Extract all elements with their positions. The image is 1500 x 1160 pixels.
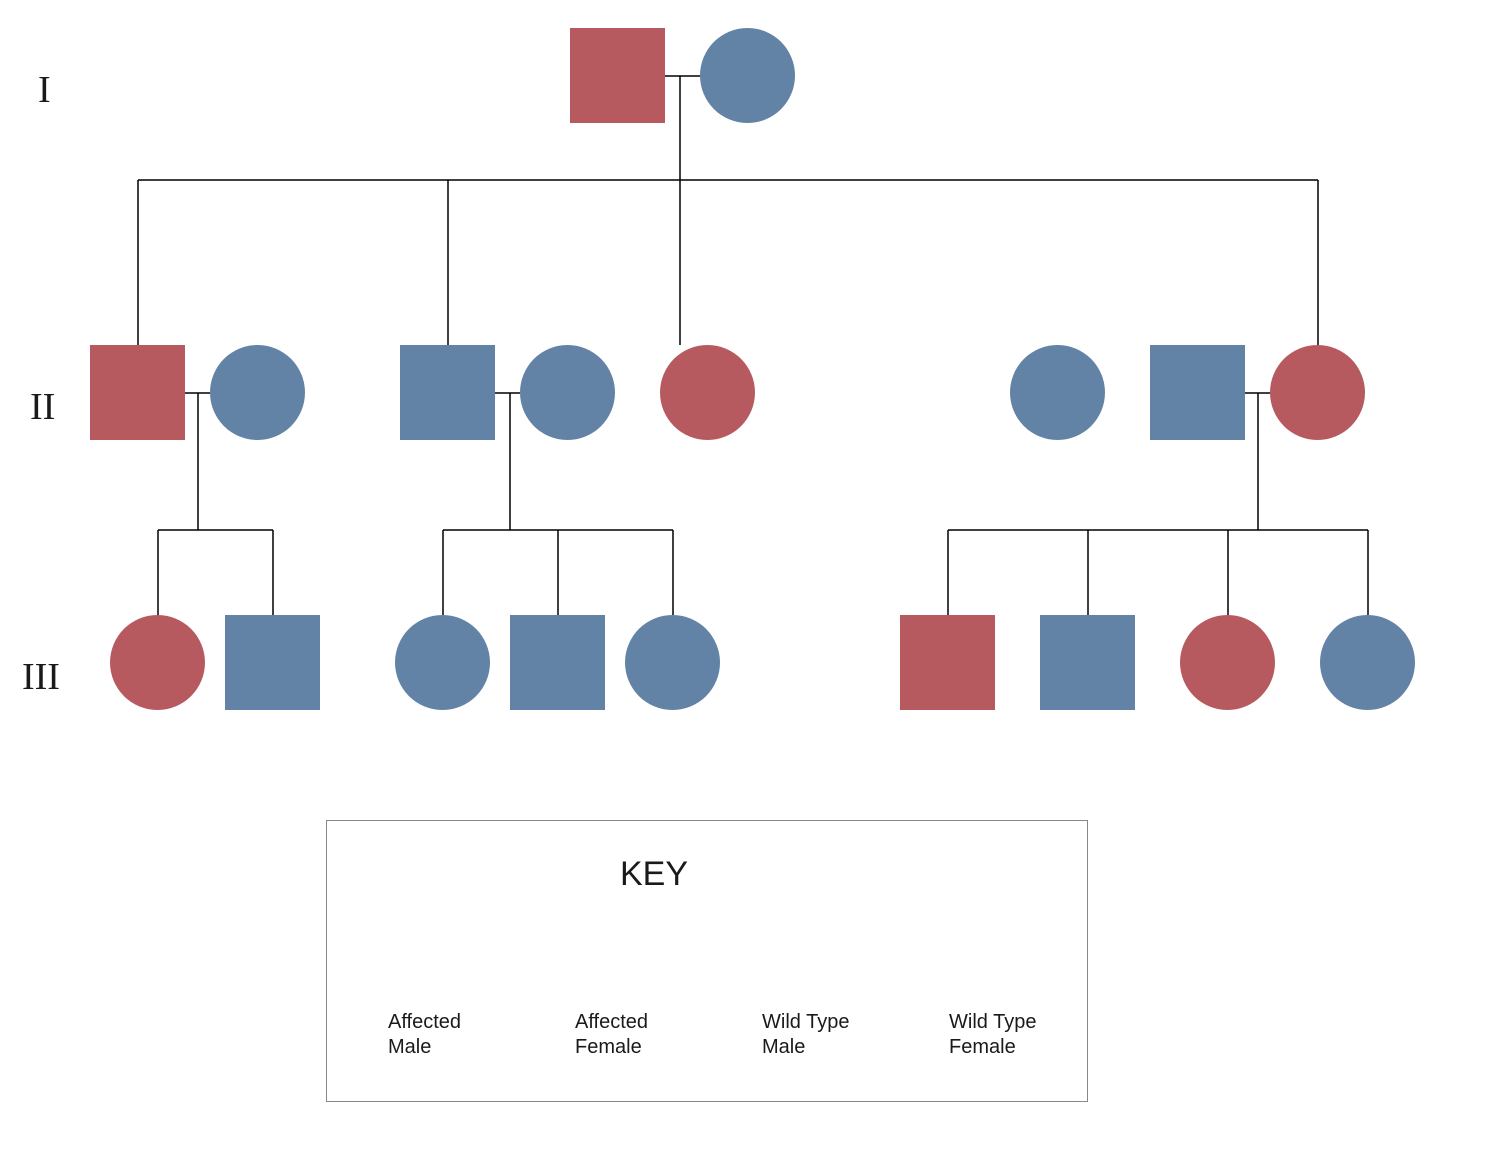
person-female (625, 615, 720, 710)
person-male (570, 28, 665, 123)
person-female (1180, 615, 1275, 710)
person-female (660, 345, 755, 440)
pedigree-diagram: IIIIIIKEYAffected MaleAffected FemaleWil… (0, 0, 1500, 1160)
person-male (1040, 615, 1135, 710)
generation-label: I (38, 68, 51, 112)
legend-item-label: Affected Male (388, 1010, 461, 1060)
legend-item-label: Wild Type Male (762, 1010, 849, 1060)
generation-label: III (22, 655, 60, 699)
person-male (225, 615, 320, 710)
person-male (510, 615, 605, 710)
person-female (520, 345, 615, 440)
person-male (1150, 345, 1245, 440)
person-male (900, 615, 995, 710)
person-female (700, 28, 795, 123)
generation-label: II (30, 385, 55, 429)
person-female (1270, 345, 1365, 440)
legend-item-label: Wild Type Female (949, 1010, 1036, 1060)
person-female (210, 345, 305, 440)
person-female (1320, 615, 1415, 710)
person-female (110, 615, 205, 710)
person-female (1010, 345, 1105, 440)
person-male (90, 345, 185, 440)
legend-title: KEY (620, 855, 688, 894)
person-male (400, 345, 495, 440)
legend-item-label: Affected Female (575, 1010, 648, 1060)
person-female (395, 615, 490, 710)
